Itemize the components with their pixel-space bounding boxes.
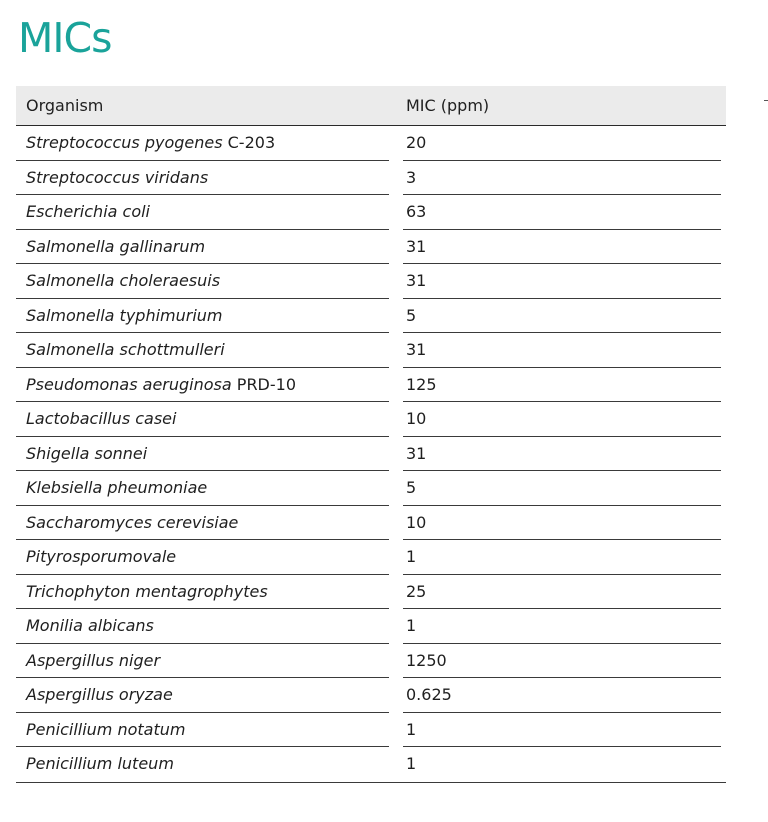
organism-name: Shigella sonnei	[26, 443, 148, 463]
table-row: Penicillium luteum 1	[16, 747, 726, 782]
organism-name: Streptococcus viridans	[26, 167, 209, 187]
organism-name: Pityrosporumovale	[26, 547, 177, 566]
mic-value-cell: 31	[403, 264, 721, 299]
mic-value-cell: 31	[403, 333, 721, 368]
organism-cell: Escherichia coli	[16, 195, 389, 230]
mic-value-cell: 10	[403, 402, 721, 437]
strain-code: C-203	[222, 133, 276, 152]
organism-cell: Saccharomyces cerevisiae	[16, 506, 389, 540]
organism-name: Aspergillus oryzae	[26, 685, 173, 704]
mic-value-cell: 1	[403, 540, 721, 575]
organism-cell: Shigella sonnei	[16, 437, 389, 471]
table-row: Salmonella gallinarum 31	[16, 230, 726, 264]
organism-cell: Monilia albicans	[16, 609, 389, 644]
mic-value-cell: 20	[403, 126, 721, 161]
mic-value-cell: 1	[403, 609, 721, 644]
organism-cell: Klebsiella pheumoniae	[16, 471, 389, 506]
table-row: Pseudomonas aeruginosa PRD-10 125	[16, 368, 726, 402]
mic-value-cell: 5	[403, 299, 721, 333]
organism-cell: Penicillium notatum	[16, 713, 389, 747]
table-row: Pityrosporumovale 1	[16, 540, 726, 575]
organism-name: Klebsiella pheumoniae	[26, 478, 208, 497]
organism-name: Monilia albicans	[26, 616, 154, 635]
column-header-mic: MIC (ppm)	[406, 96, 490, 115]
table-row: Aspergillus niger 1250	[16, 644, 726, 678]
organism-cell: Salmonella schottmulleri	[16, 333, 389, 368]
mic-value-cell: 1	[406, 754, 417, 773]
strain-code: PRD-10	[231, 374, 297, 394]
table-row: Streptococcus pyogenes C-203 20	[16, 126, 726, 161]
mic-value-cell: 63	[403, 195, 721, 230]
page-title: MICs	[18, 14, 112, 62]
organism-name: Penicillium notatum	[26, 719, 186, 739]
mic-value-cell: 5	[403, 471, 721, 506]
table-row: Shigella sonnei 31	[16, 437, 726, 471]
mic-value-cell: 125	[403, 368, 721, 402]
column-header-organism: Organism	[26, 96, 104, 115]
mic-value-cell: 1	[403, 713, 721, 747]
table-row: Penicillium notatum 1	[16, 713, 726, 747]
organism-cell: Lactobacillus casei	[16, 402, 389, 437]
table-row: Aspergillus oryzae 0.625	[16, 678, 726, 713]
organism-name: Trichophyton mentagrophytes	[26, 581, 268, 601]
table-row: Salmonella schottmulleri 31	[16, 333, 726, 368]
organism-cell: Streptococcus viridans	[16, 161, 389, 195]
mic-value-cell: 10	[403, 506, 721, 540]
table-row: Salmonella typhimurium 5	[16, 299, 726, 333]
table-row: Saccharomyces cerevisiae 10	[16, 506, 726, 540]
mic-value-cell: 0.625	[403, 678, 721, 713]
organism-name: Salmonella gallinarum	[26, 236, 206, 256]
organism-name: Penicillium luteum	[26, 754, 174, 773]
organism-name: Pseudomonas aeruginosa	[26, 374, 232, 394]
organism-name: Streptococcus pyogenes	[26, 133, 223, 152]
table-row: Monilia albicans 1	[16, 609, 726, 644]
table-header: Organism MIC (ppm)	[16, 86, 726, 126]
table-row: Streptococcus viridans 3	[16, 161, 726, 195]
organism-name: Salmonella choleraesuis	[26, 271, 221, 290]
mic-value-cell: 25	[403, 575, 721, 609]
organism-cell: Penicillium luteum	[16, 747, 389, 782]
mic-value-cell: 31	[403, 437, 721, 471]
organism-name: Saccharomyces cerevisiae	[26, 512, 239, 532]
table-row: Lactobacillus casei 10	[16, 402, 726, 437]
organism-cell: Salmonella typhimurium	[16, 299, 389, 333]
organism-cell: Aspergillus oryzae	[16, 678, 389, 713]
organism-cell: Trichophyton mentagrophytes	[16, 575, 389, 609]
organism-name: Salmonella schottmulleri	[26, 340, 225, 359]
margin-tick	[764, 100, 768, 101]
organism-cell: Pseudomonas aeruginosa PRD-10	[16, 368, 389, 402]
organism-cell: Pityrosporumovale	[16, 540, 389, 575]
mic-value-cell: 31	[403, 230, 721, 264]
organism-name: Aspergillus niger	[26, 650, 161, 670]
organism-name: Lactobacillus casei	[26, 409, 177, 428]
table-body: Streptococcus pyogenes C-203 20 Streptococ…	[16, 126, 726, 782]
table-row: Klebsiella pheumoniae 5	[16, 471, 726, 506]
table-row: Trichophyton mentagrophytes 25	[16, 575, 726, 609]
mic-value-cell: 3	[403, 161, 721, 195]
organism-cell: Streptococcus pyogenes C-203	[16, 126, 389, 161]
table-row: Escherichia coli 63	[16, 195, 726, 230]
mic-table: Organism MIC (ppm) Streptococcus pyogene…	[16, 86, 726, 783]
organism-name: Escherichia coli	[26, 202, 150, 221]
organism-cell: Salmonella gallinarum	[16, 230, 389, 264]
organism-cell: Aspergillus niger	[16, 644, 389, 678]
organism-name: Salmonella typhimurium	[26, 305, 223, 325]
table-row: Salmonella choleraesuis 31	[16, 264, 726, 299]
organism-cell: Salmonella choleraesuis	[16, 264, 389, 299]
mic-value-cell: 1250	[403, 644, 721, 678]
table-bottom-rule	[16, 781, 726, 783]
